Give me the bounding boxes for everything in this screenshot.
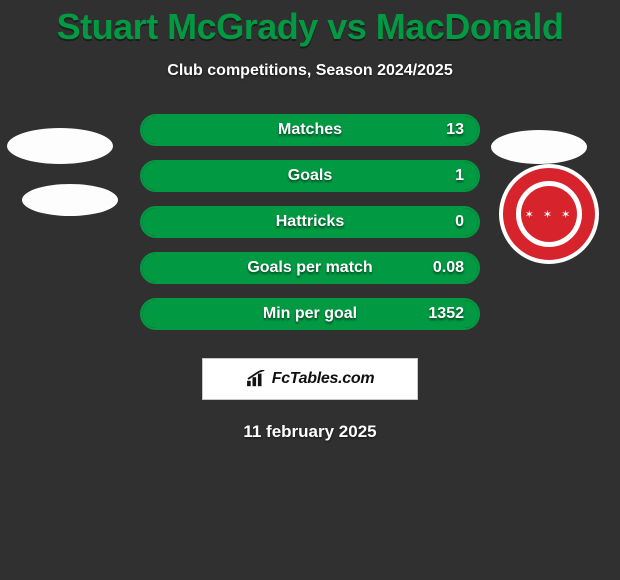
subtitle: Club competitions, Season 2024/2025 — [0, 62, 620, 80]
comparison-arena: ✶ ✶ ✶ Matches 13 Goals 1 Hattricks 0 Goa… — [0, 114, 620, 354]
stat-bar-hattricks: Hattricks 0 — [140, 206, 480, 238]
brand-box[interactable]: FcTables.com — [202, 358, 418, 400]
bar-label: Goals — [142, 162, 478, 190]
bar-label: Hattricks — [142, 208, 478, 236]
stat-bars: Matches 13 Goals 1 Hattricks 0 Goals per… — [140, 114, 480, 344]
bar-label: Matches — [142, 116, 478, 144]
left-player-badge-2 — [22, 184, 118, 216]
club-crest: ✶ ✶ ✶ — [499, 164, 599, 264]
bar-value: 1352 — [428, 300, 464, 328]
brand-text: FcTables.com — [272, 370, 375, 388]
brand-chart-icon — [246, 370, 268, 388]
crest-core: ✶ ✶ ✶ — [521, 186, 577, 242]
crest-stars-icon: ✶ ✶ ✶ — [525, 208, 574, 221]
bar-value: 1 — [455, 162, 464, 190]
stat-bar-min-per-goal: Min per goal 1352 — [140, 298, 480, 330]
crest-ring: ✶ ✶ ✶ — [503, 168, 595, 260]
date-text: 11 february 2025 — [0, 422, 620, 442]
stat-bar-matches: Matches 13 — [140, 114, 480, 146]
bar-value: 13 — [446, 116, 464, 144]
left-player-badge-1 — [7, 128, 113, 164]
bar-value: 0 — [455, 208, 464, 236]
right-player-badge-1 — [491, 130, 587, 164]
page-title: Stuart McGrady vs MacDonald — [0, 0, 620, 48]
bar-label: Goals per match — [142, 254, 478, 282]
stat-bar-goals: Goals 1 — [140, 160, 480, 192]
stat-bar-goals-per-match: Goals per match 0.08 — [140, 252, 480, 284]
bar-value: 0.08 — [433, 254, 464, 282]
